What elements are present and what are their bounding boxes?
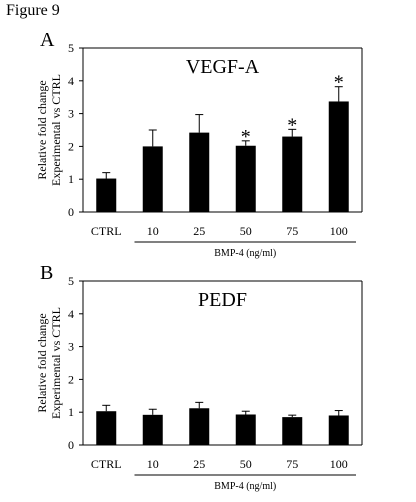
x-axis-label: BMP-4 (ng/ml) <box>214 248 276 259</box>
bar-50 <box>235 414 256 445</box>
bar-ctrl <box>96 411 117 445</box>
bar-25 <box>189 132 210 212</box>
y-tick-label: 5 <box>68 41 74 55</box>
chart-title: PEDF <box>198 289 247 311</box>
y-axis-label: Relative fold change <box>35 313 49 412</box>
bar-75 <box>282 417 303 445</box>
x-tick-label: 10 <box>147 457 159 471</box>
panel-label: A <box>40 29 55 51</box>
bar-10 <box>142 146 163 212</box>
y-tick-label: 2 <box>68 372 74 386</box>
chart-panel-b: B 0 1 2 3 4 5 Relative fold change Experimental … <box>35 262 363 492</box>
x-tick-label: 25 <box>193 457 205 471</box>
bar-ctrl <box>96 178 117 212</box>
bar-25 <box>189 408 210 445</box>
y-tick-label: 0 <box>68 205 74 219</box>
y-tick-label: 0 <box>68 438 74 452</box>
y-axis-label: Relative fold change <box>35 80 49 179</box>
significance-marker: * <box>287 114 297 136</box>
x-tick-label: 75 <box>286 457 298 471</box>
panel-label: B <box>40 262 53 284</box>
y-tick-label: 1 <box>68 405 74 419</box>
x-tick-label: 100 <box>330 457 348 471</box>
x-tick-label: 10 <box>147 224 159 238</box>
x-tick-label: 100 <box>330 224 348 238</box>
y-tick-label: 1 <box>68 172 74 186</box>
chart-title: VEGF-A <box>186 56 260 78</box>
bar-100 <box>328 101 349 212</box>
x-axis-label: BMP-4 (ng/ml) <box>214 481 276 492</box>
x-tick-label: CTRL <box>91 457 122 471</box>
y-tick-label: 5 <box>68 274 74 288</box>
figure-title: Figure 9 <box>6 2 60 19</box>
x-tick-label: 50 <box>240 457 252 471</box>
bar-75 <box>282 136 303 212</box>
bar-10 <box>142 414 163 445</box>
x-tick-label: 75 <box>286 224 298 238</box>
y-tick-label: 3 <box>68 107 74 121</box>
y-tick-label: 2 <box>68 139 74 153</box>
y-tick-label: 4 <box>68 307 74 321</box>
bar-50 <box>235 145 256 212</box>
y-axis-label: Experimental vs CTRL <box>49 307 63 419</box>
significance-marker: * <box>241 126 251 148</box>
x-tick-label: 50 <box>240 224 252 238</box>
bar-100 <box>328 415 349 445</box>
x-tick-label: CTRL <box>91 224 122 238</box>
x-tick-label: 25 <box>193 224 205 238</box>
y-tick-label: 3 <box>68 340 74 354</box>
y-axis-label: Experimental vs CTRL <box>49 74 63 186</box>
y-tick-label: 4 <box>68 74 74 88</box>
significance-marker: * <box>334 72 344 94</box>
chart-panel-a: A 0 1 2 3 4 5 Relative fold change Experimental … <box>35 29 363 259</box>
